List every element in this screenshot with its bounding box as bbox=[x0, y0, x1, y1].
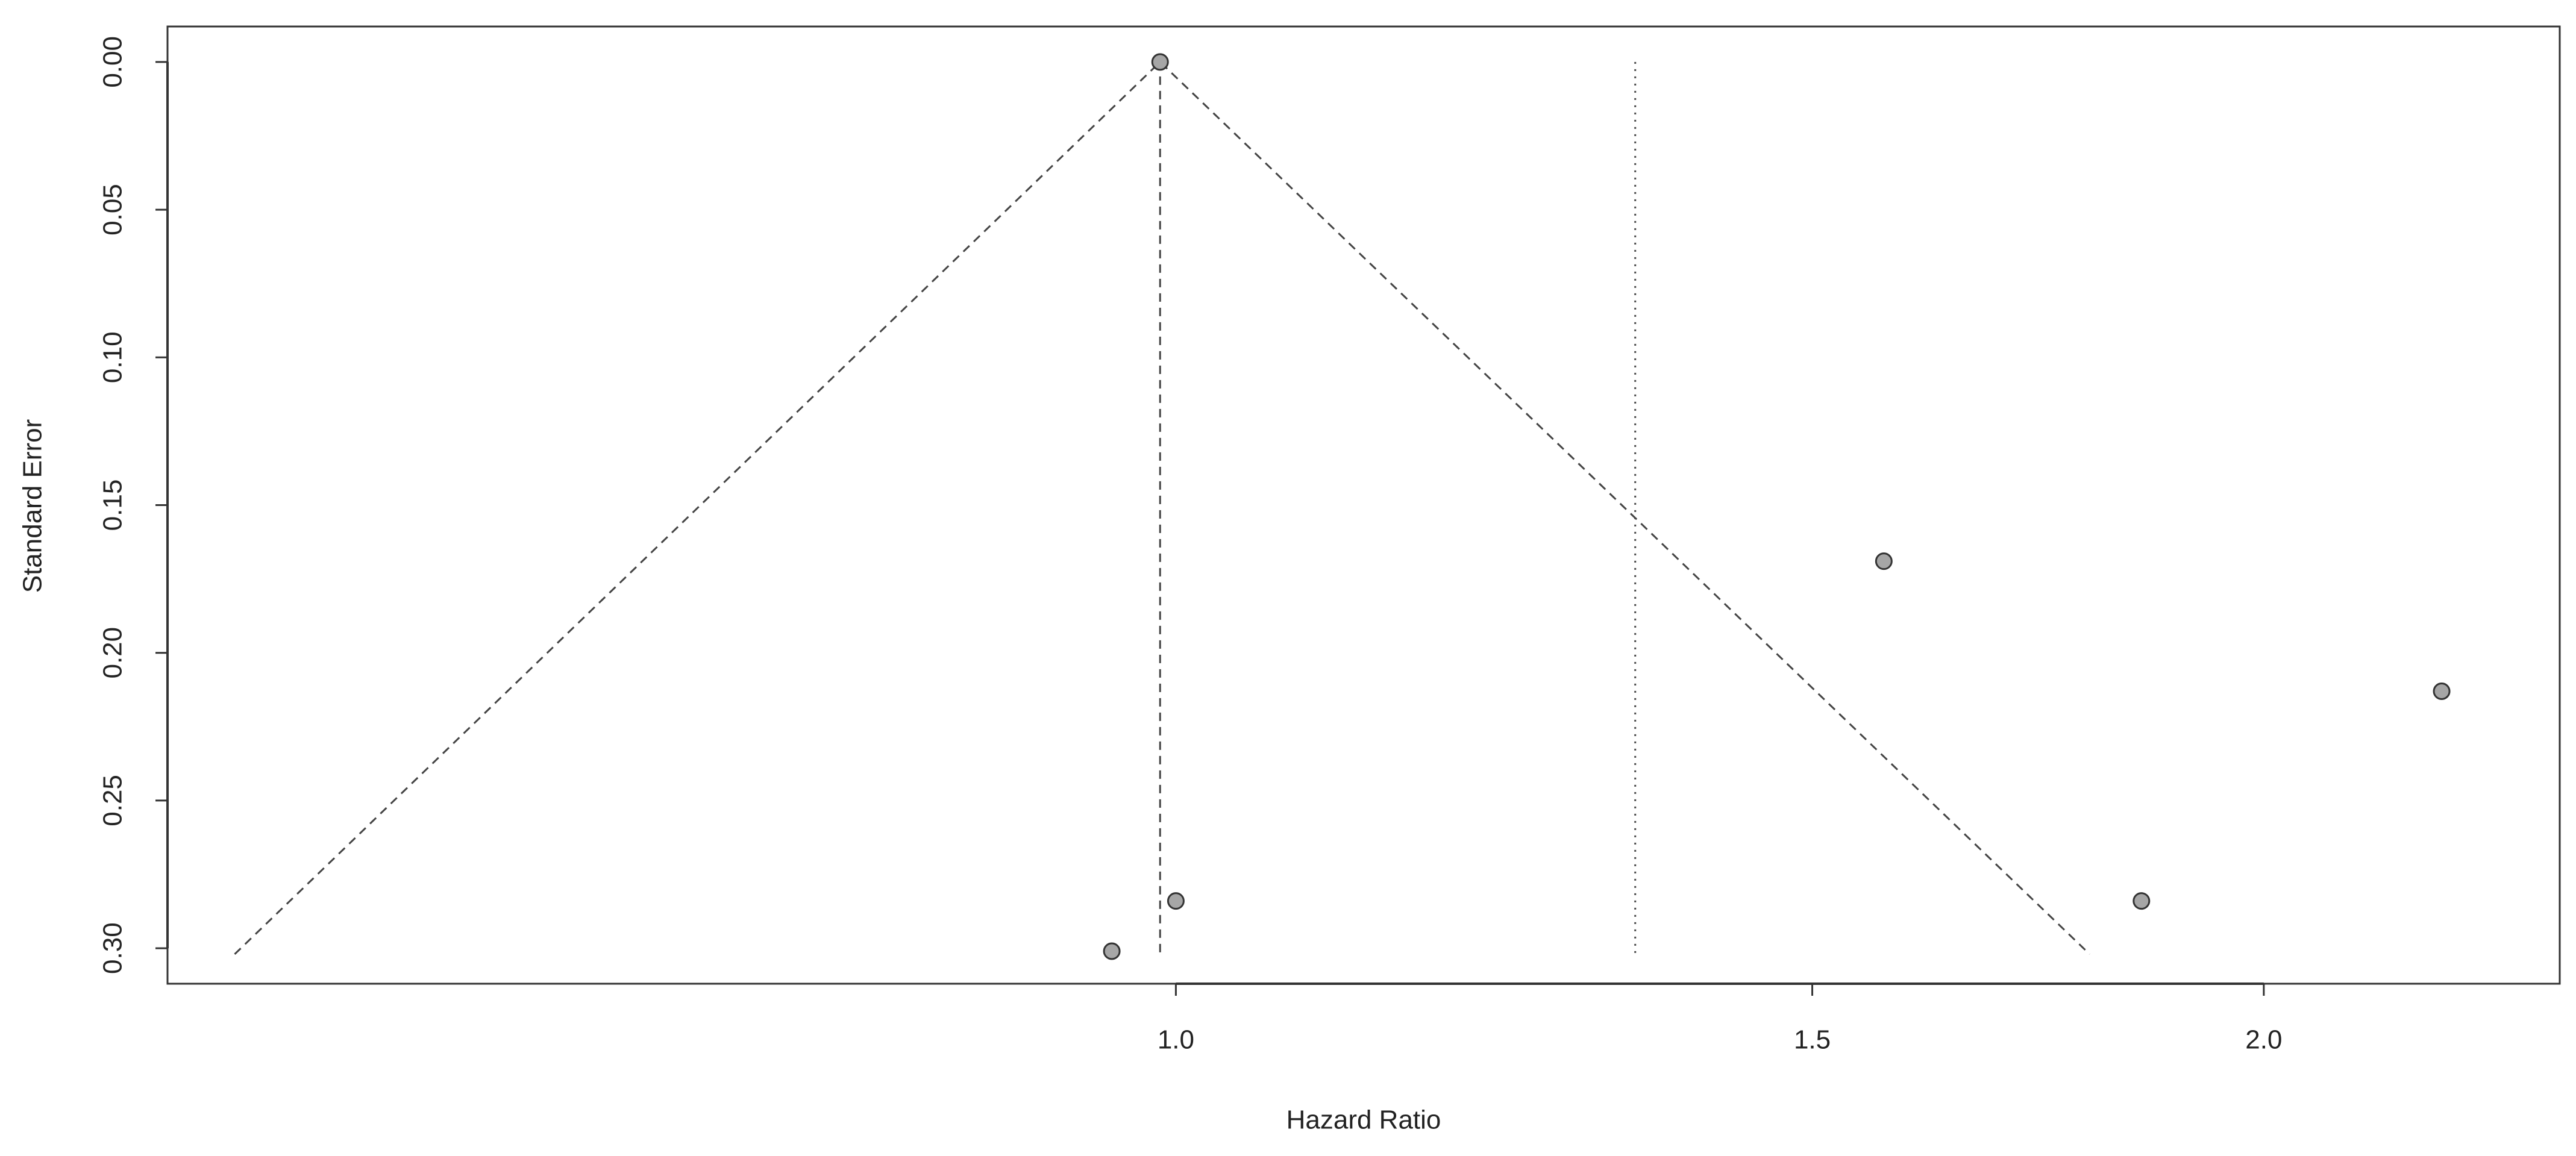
x-tick-label: 1.5 bbox=[1794, 1025, 1831, 1055]
study-point bbox=[2433, 682, 2451, 700]
study-point bbox=[2133, 892, 2151, 910]
y-tick-label: 0.15 bbox=[98, 480, 128, 531]
y-tick-label: 0.05 bbox=[98, 184, 128, 236]
study-point bbox=[1151, 53, 1169, 71]
study-point bbox=[1103, 942, 1121, 960]
y-tick-label: 0.10 bbox=[98, 331, 128, 383]
y-tick-label: 0.30 bbox=[98, 922, 128, 974]
x-axis-label: Hazard Ratio bbox=[1286, 1105, 1441, 1135]
x-tick-label: 1.0 bbox=[1158, 1025, 1194, 1055]
y-tick-label: 0.00 bbox=[98, 36, 128, 88]
y-tick-label: 0.20 bbox=[98, 627, 128, 679]
y-tick-label: 0.25 bbox=[98, 775, 128, 826]
study-point bbox=[1167, 892, 1185, 910]
funnel-line bbox=[234, 60, 2090, 955]
y-axis-label: Standard Error bbox=[18, 419, 48, 593]
x-tick-label: 2.0 bbox=[2245, 1025, 2282, 1055]
plot-box bbox=[166, 25, 2561, 985]
study-point bbox=[1875, 552, 1893, 570]
